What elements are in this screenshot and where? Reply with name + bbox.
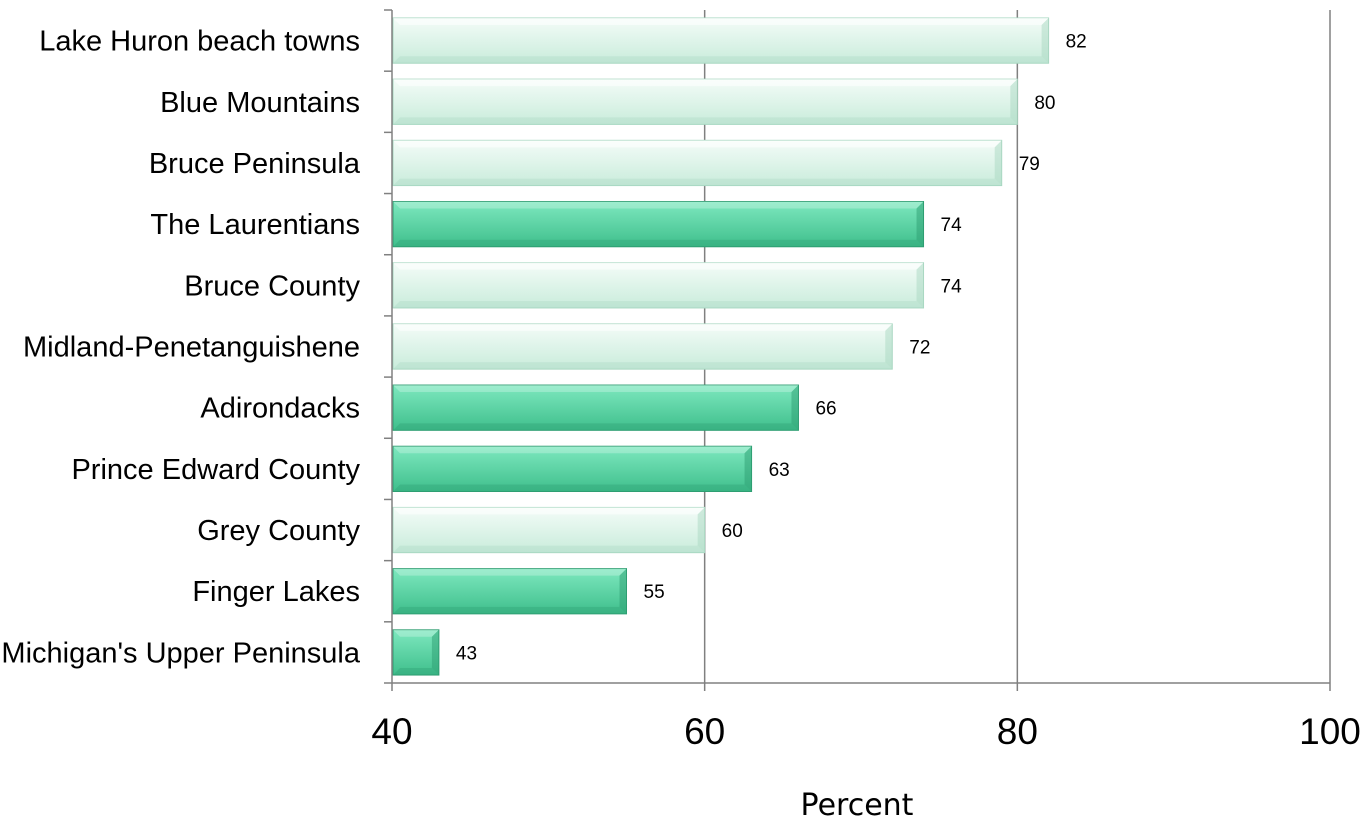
bar-bevel-bottom — [393, 178, 1002, 186]
bar-value-label: 63 — [769, 460, 790, 481]
bar-bevel-right — [916, 201, 924, 247]
bar-bevel-bottom — [393, 668, 439, 676]
bar-value-label: 60 — [722, 521, 743, 542]
bar-bevel-top — [393, 446, 752, 454]
bar-bevel-bottom — [393, 56, 1049, 64]
bar-bevel-bottom — [393, 300, 924, 308]
x-axis-title: Percent — [801, 788, 914, 819]
bar-bevel-right — [885, 323, 893, 370]
category-label: Lake Huron beach towns — [39, 26, 360, 58]
bar-body — [392, 200, 925, 248]
bar-body — [392, 17, 1050, 64]
category-label: Bruce Peninsula — [149, 148, 361, 180]
bar-bevel-right — [916, 262, 924, 308]
bars — [392, 17, 1050, 676]
axes — [384, 9, 1331, 691]
bar-bevel-right — [697, 507, 705, 553]
bar-body — [392, 384, 799, 431]
bar — [392, 629, 440, 676]
category-label: Adirondacks — [200, 393, 360, 425]
bar-body — [392, 506, 706, 554]
bar-bevel-top — [393, 507, 705, 515]
bar-bevel-top — [393, 385, 799, 393]
category-label: Finger Lakes — [192, 576, 360, 608]
bar-value-label: 74 — [941, 276, 963, 297]
bar-value-label: 72 — [909, 338, 930, 359]
bar-bevel-bottom — [393, 484, 752, 492]
bar — [392, 200, 925, 248]
x-tick-label: 60 — [684, 711, 725, 752]
bar-bevel-bottom — [393, 239, 924, 247]
bar — [392, 17, 1050, 64]
bar-bevel-top — [393, 201, 924, 209]
bar-bevel-top — [393, 17, 1049, 25]
bar — [392, 323, 893, 370]
bar-bevel-bottom — [393, 362, 893, 370]
bar-body — [392, 629, 440, 676]
bar — [392, 262, 925, 309]
bar — [392, 139, 1003, 187]
category-label: The Laurentians — [150, 209, 360, 241]
bar — [392, 506, 706, 554]
bar-value-label: 55 — [644, 582, 665, 603]
bar-bevel-right — [994, 140, 1002, 186]
bar-value-label: 74 — [941, 215, 963, 236]
bar-bevel-bottom — [393, 117, 1018, 125]
bar-bevel-right — [791, 385, 799, 431]
bar-bevel-right — [744, 446, 752, 492]
bar-body — [392, 445, 753, 493]
bar — [392, 384, 799, 431]
category-label: Bruce County — [184, 270, 360, 302]
bar-value-label: 80 — [1034, 93, 1055, 114]
bar-bevel-top — [393, 323, 893, 331]
bar-bevel-right — [1041, 17, 1049, 64]
bar-bevel-bottom — [393, 545, 705, 553]
bar-bevel-right — [1010, 79, 1018, 125]
bar-value-label: 66 — [815, 399, 836, 420]
bar — [392, 445, 753, 493]
category-label: Grey County — [197, 515, 360, 547]
category-label: Michigan's Upper Peninsula — [1, 637, 360, 669]
category-label: Prince Edward County — [71, 454, 360, 486]
bar-body — [392, 139, 1003, 187]
bar-bevel-top — [393, 140, 1002, 148]
bar-bevel-right — [619, 568, 627, 614]
x-tick-label: 40 — [371, 711, 412, 752]
bar-value-label: 82 — [1066, 32, 1087, 53]
bar-bevel-bottom — [393, 423, 799, 431]
category-label: Midland-Penetanguishene — [23, 332, 360, 364]
bar-body — [392, 323, 893, 370]
x-tick-label: 80 — [997, 711, 1038, 752]
bar-bevel-top — [393, 262, 924, 270]
bar-bevel-right — [431, 629, 439, 676]
bar-value-label: 79 — [1019, 154, 1040, 175]
bar-bevel-bottom — [393, 606, 627, 614]
bar-body — [392, 568, 627, 615]
bar-bevel-top — [393, 629, 439, 637]
x-tick-label: 100 — [1299, 711, 1361, 752]
bar-body — [392, 262, 925, 309]
category-label: Blue Mountains — [160, 87, 360, 119]
bar — [392, 78, 1018, 125]
labels: 40 60 80 100 82 Lake Huron beach towns 80 Blue … — [1, 26, 1360, 752]
bar-bevel-top — [393, 79, 1018, 87]
bar-value-label: 43 — [456, 643, 477, 664]
bar — [392, 568, 627, 615]
bar-bevel-top — [393, 568, 627, 576]
